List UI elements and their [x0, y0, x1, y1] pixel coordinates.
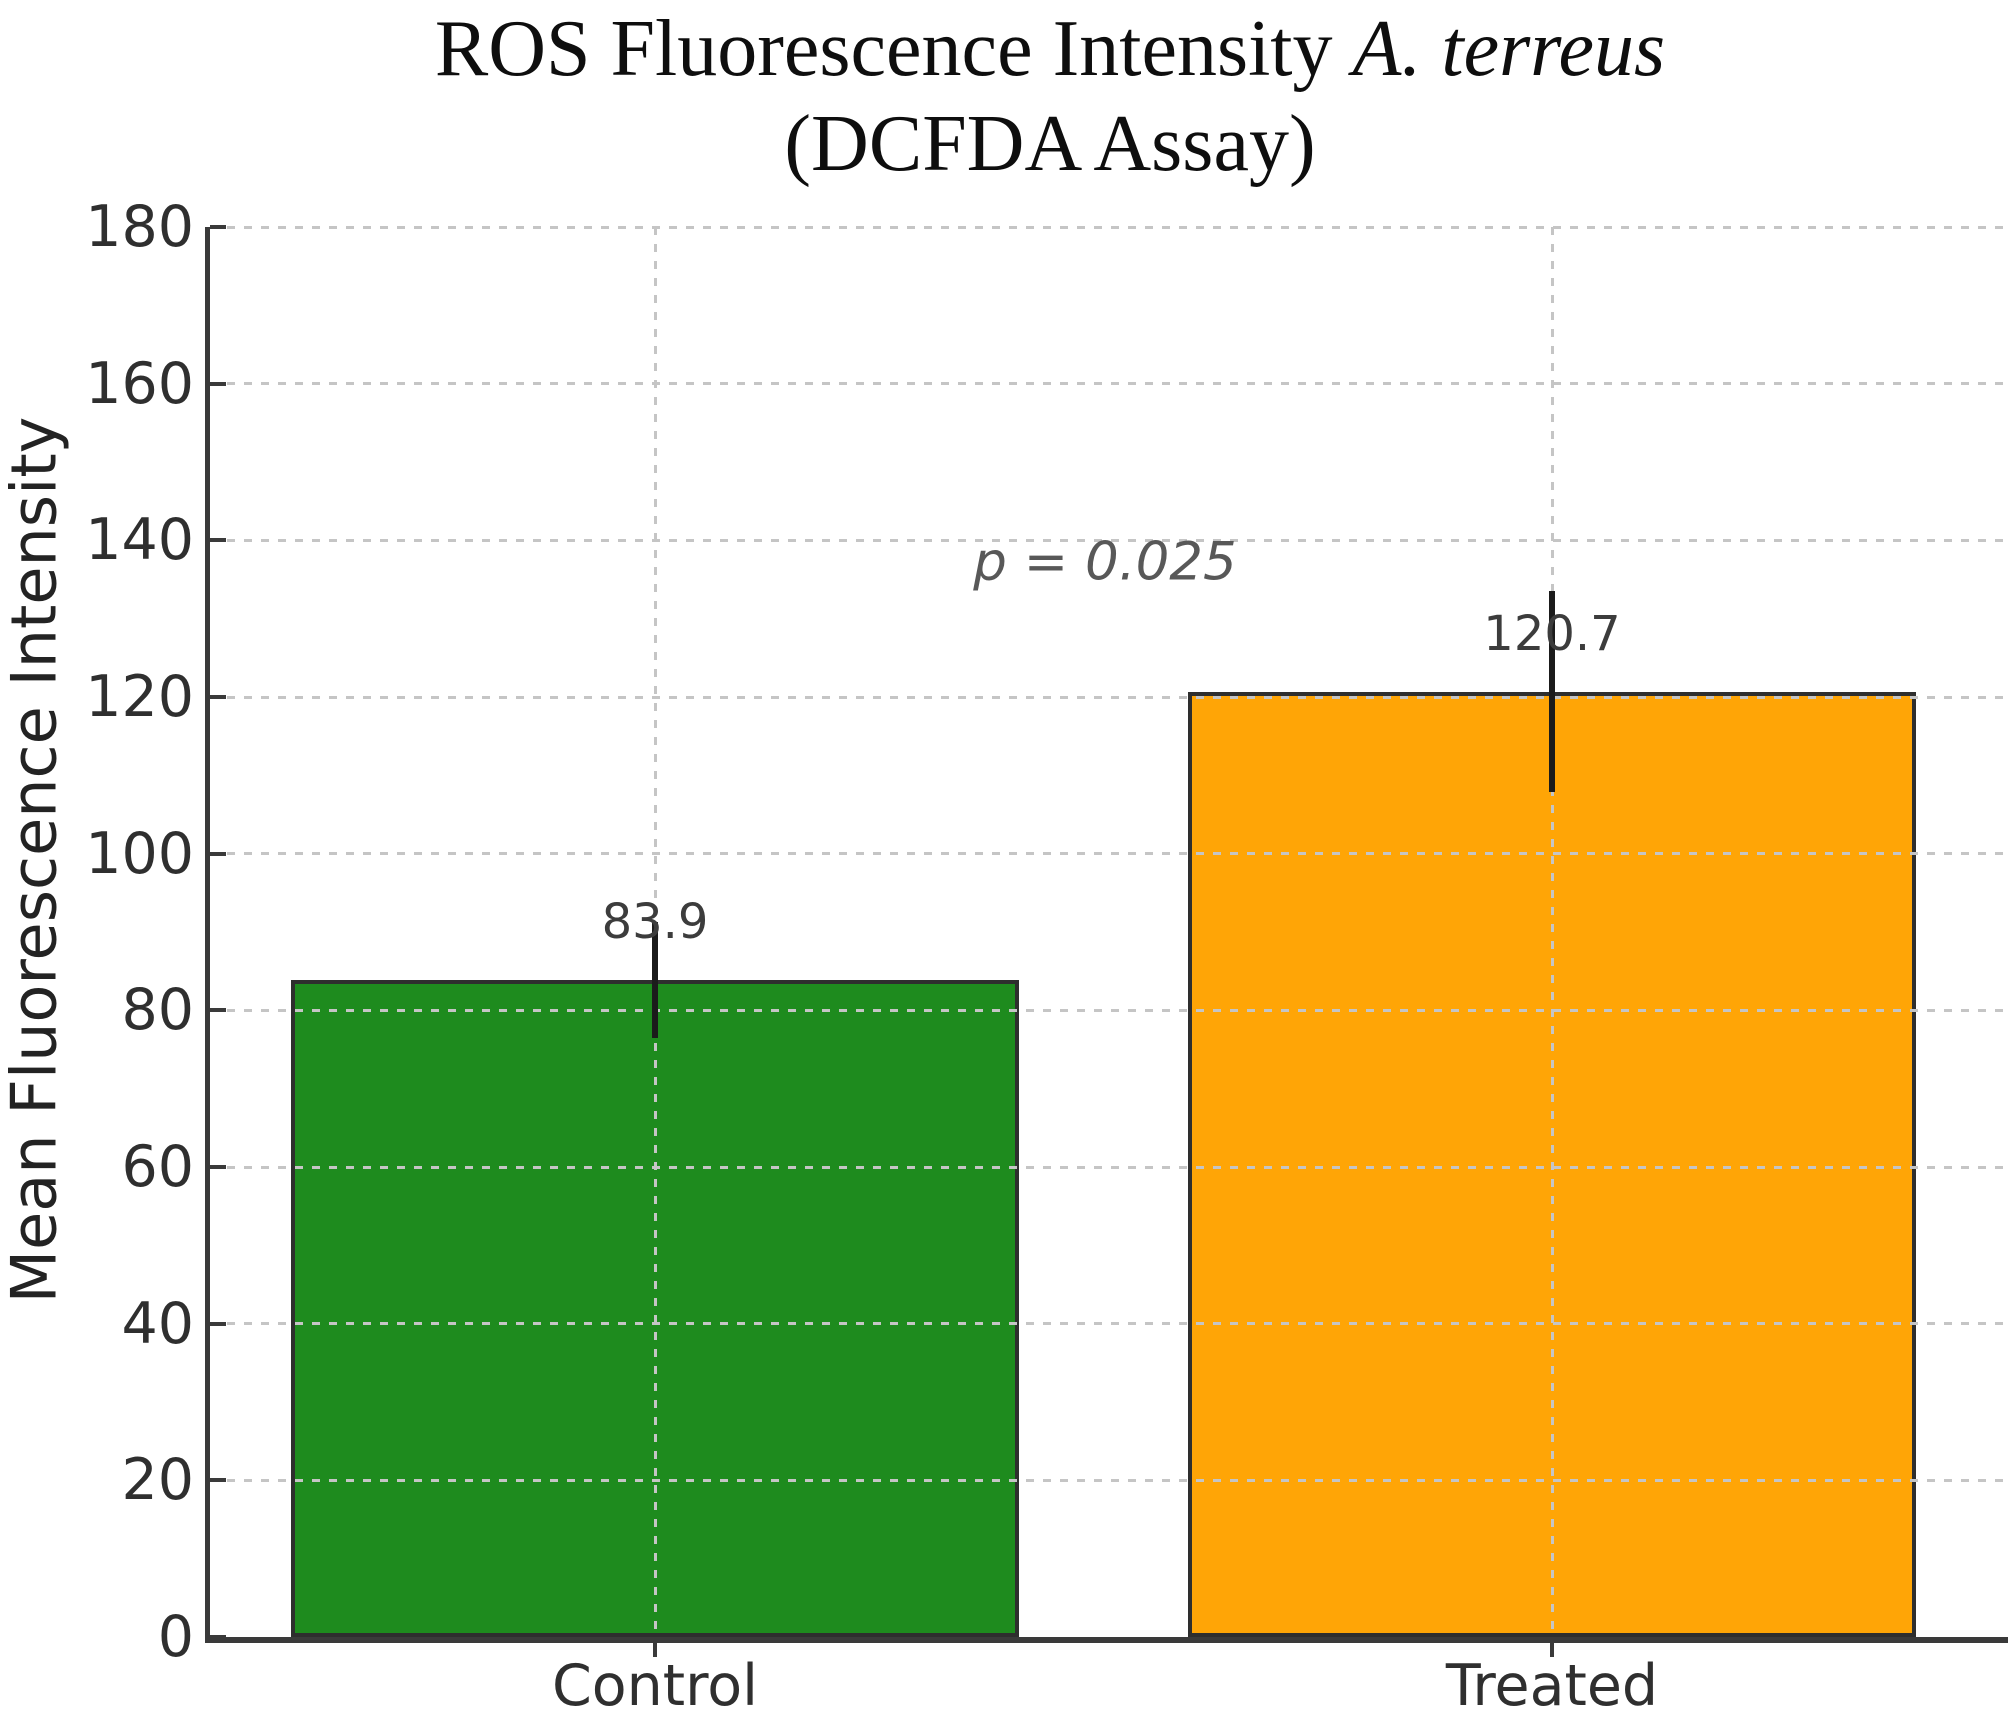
gridline-horizontal	[210, 1165, 2008, 1169]
y-tick-mark	[210, 225, 226, 229]
y-tick-mark	[210, 851, 226, 856]
gridline-horizontal	[210, 382, 2008, 386]
y-tick-mark	[210, 381, 226, 386]
y-tick-label: 40	[121, 1290, 194, 1357]
error-bar-treated	[1549, 591, 1555, 792]
y-tick-mark	[210, 695, 226, 699]
y-tick-label: 100	[85, 820, 194, 887]
y-tick-label: 60	[121, 1134, 194, 1200]
y-tick-label: 140	[85, 507, 194, 574]
plot-area: p = 0.025 0 20 40 60 80 100 120 140 160 180 83.9 Co…	[85, 194, 2008, 1712]
p-value-annotation: p = 0.025	[973, 531, 1237, 593]
chart-title: ROS Fluorescence Intensity A. terreus (D…	[435, 2, 1665, 192]
chart-title-text: ROS Fluorescence Intensity	[434, 5, 1333, 93]
y-tick-label: 120	[85, 664, 194, 730]
y-tick-mark	[210, 1478, 226, 1483]
x-tick-label-control: Control	[551, 1653, 759, 1712]
y-tick-label: 80	[121, 977, 194, 1044]
bar-value-label: 120.7	[1483, 605, 1621, 662]
x-tick-mark	[1550, 1643, 1554, 1657]
bar-value-label: 83.9	[601, 893, 709, 950]
chart-subtitle: (DCFDA Assay)	[784, 100, 1316, 188]
gridline-vertical	[1550, 227, 1554, 1637]
y-tick-mark	[210, 1008, 226, 1013]
x-tick-label-treated: Treated	[1445, 1653, 1659, 1712]
y-tick-label: 180	[85, 194, 194, 260]
gridline-horizontal	[210, 1478, 2008, 1482]
y-tick-label: 0	[157, 1604, 194, 1670]
y-tick-label: 20	[121, 1447, 194, 1514]
y-tick-mark	[210, 1635, 226, 1639]
gridline-horizontal	[210, 852, 2008, 856]
y-tick-mark	[210, 538, 226, 543]
gridline-horizontal	[210, 695, 2008, 699]
gridline-horizontal	[210, 1322, 2008, 1326]
chart-title-line1: ROS Fluorescence Intensity A. terreus	[435, 2, 1665, 97]
y-tick-mark	[210, 1321, 226, 1326]
y-axis-label: Mean Fluorescence Intensity	[0, 416, 71, 1304]
y-tick-label: 160	[85, 350, 194, 417]
gridline-horizontal	[210, 225, 2008, 229]
gridline-horizontal	[210, 538, 2008, 542]
gridline-horizontal	[210, 1008, 2008, 1012]
error-bar-control	[652, 921, 658, 1038]
x-tick-mark	[653, 1643, 657, 1657]
y-tick-mark	[210, 1165, 226, 1169]
species-name: A. terreus	[1352, 5, 1666, 93]
